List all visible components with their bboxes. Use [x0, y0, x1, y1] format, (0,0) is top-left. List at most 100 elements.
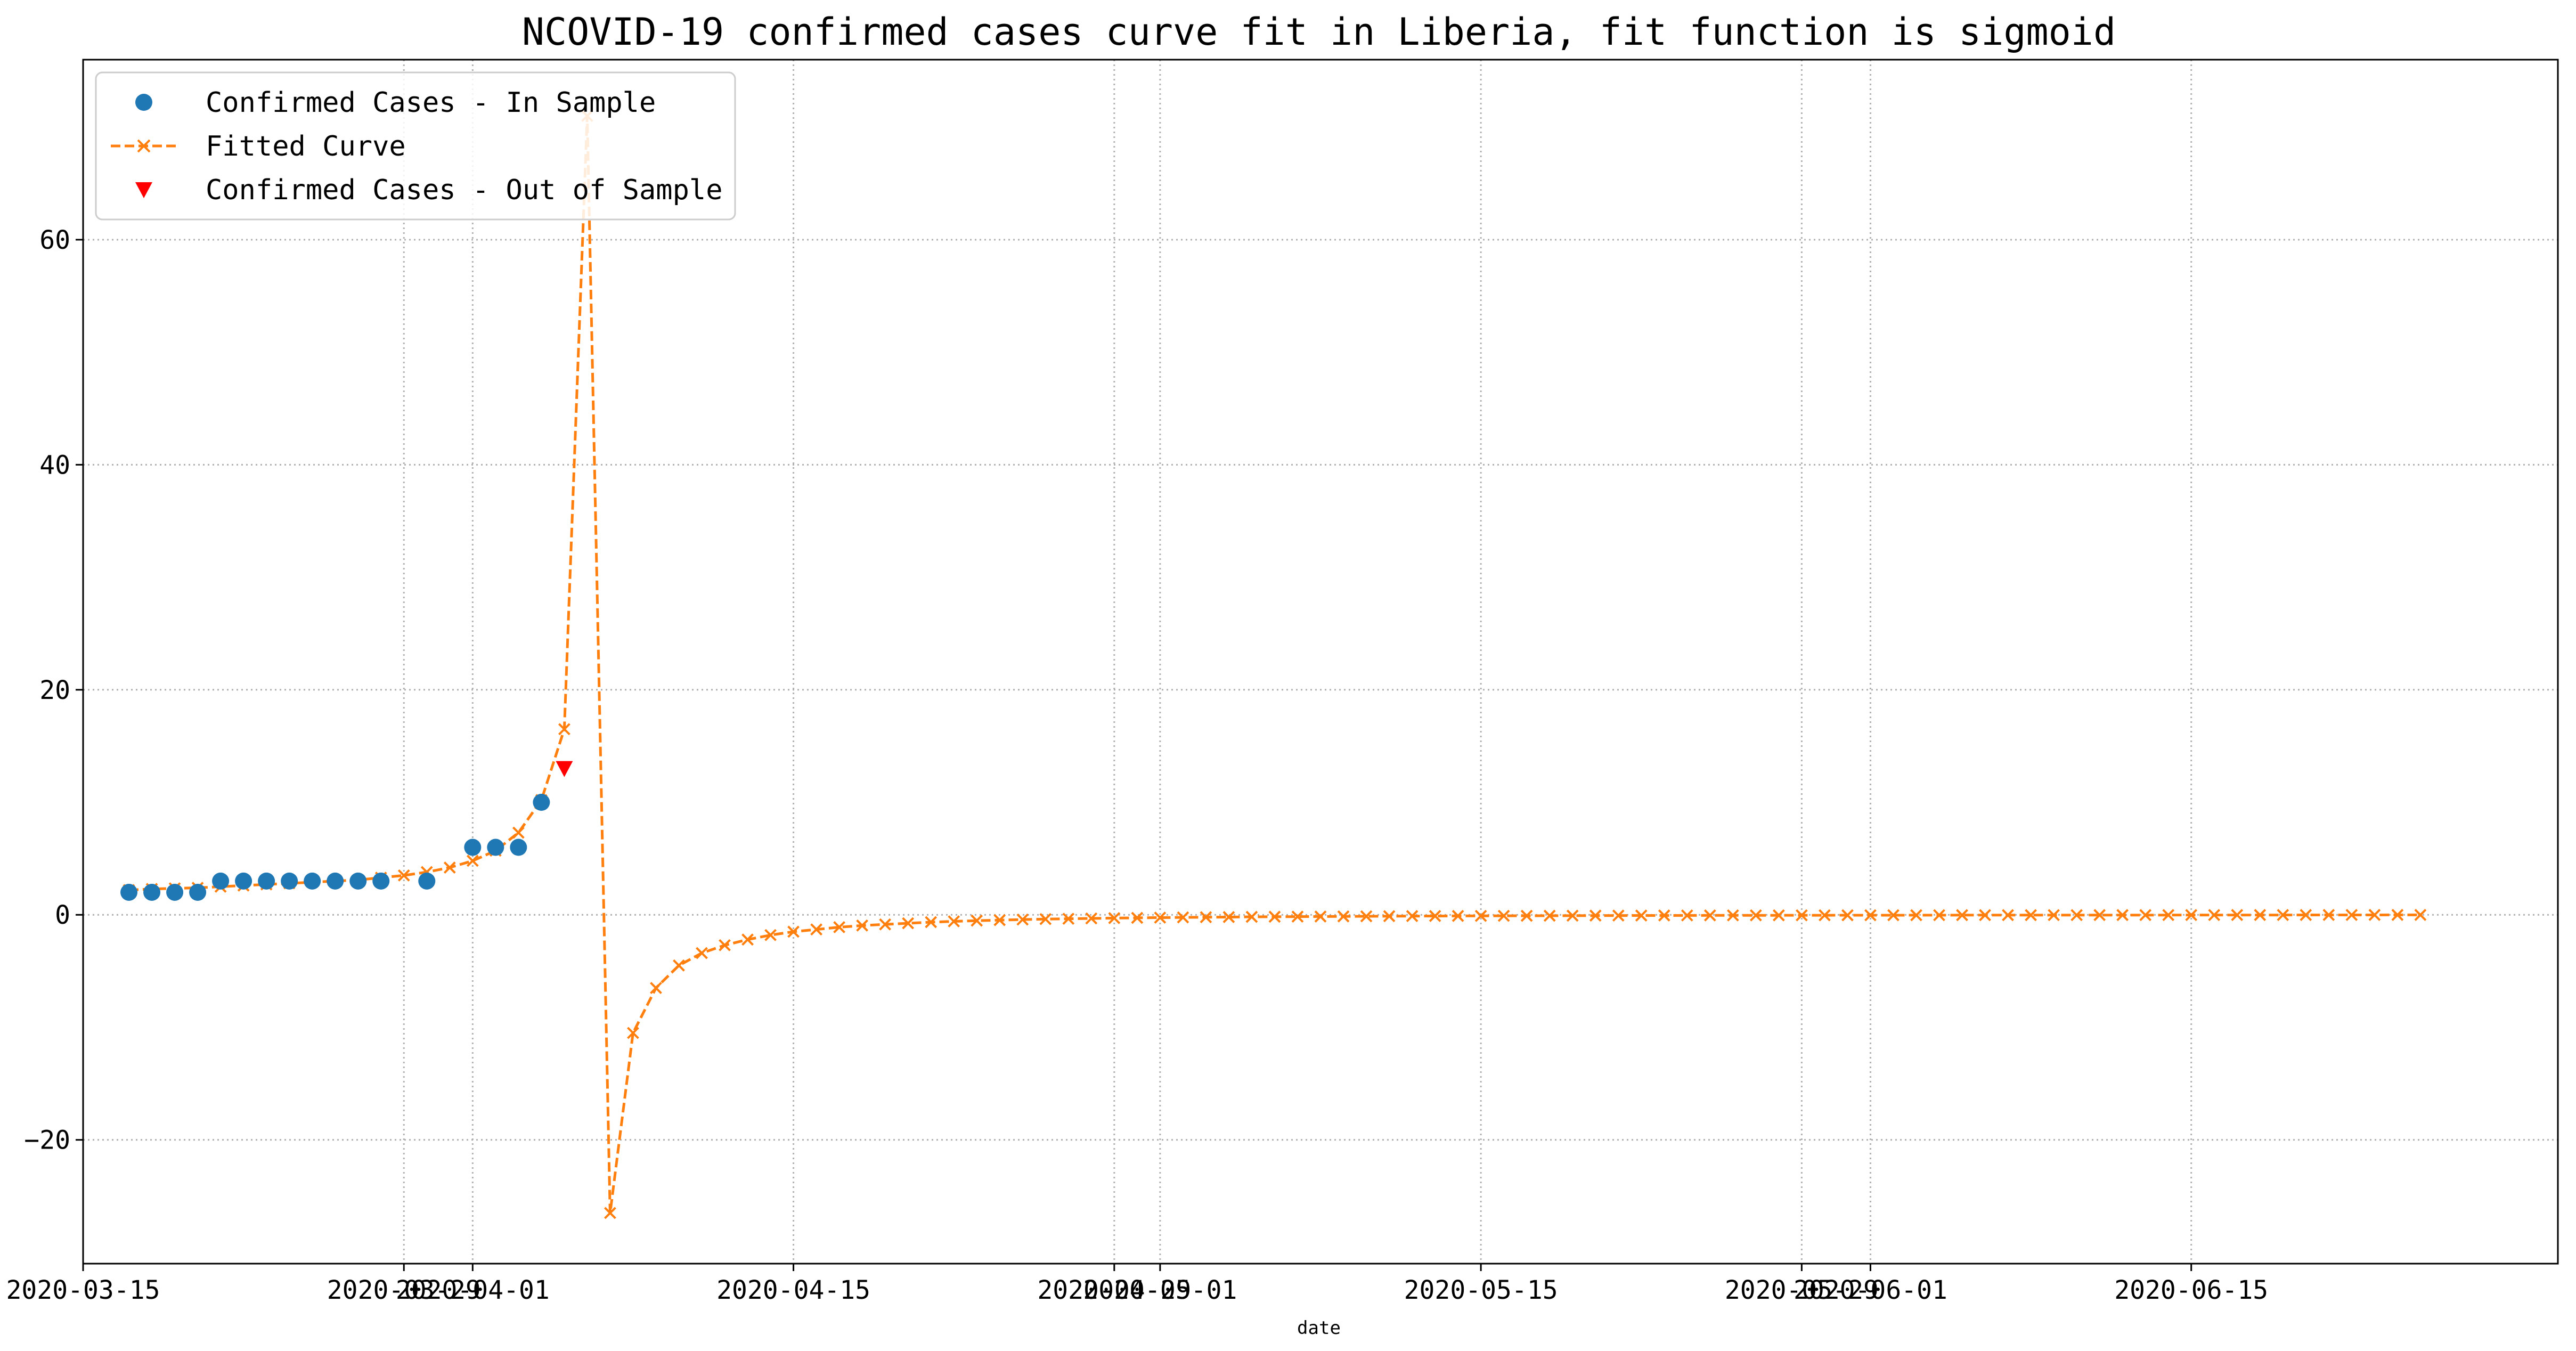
x-tick-label: 2020-05-15 — [1404, 1275, 1558, 1305]
fitted-curve-point — [1154, 911, 1167, 924]
y-tick-label: 0 — [55, 900, 70, 930]
fitted-curve-point — [1910, 909, 1922, 922]
fitted-curve-point — [902, 917, 915, 930]
fitted-curve-point — [2002, 909, 2014, 922]
fitted-curve-point — [604, 1207, 616, 1219]
fitted-curve-point — [1131, 911, 1144, 924]
fitted-curve-point — [1360, 910, 1373, 923]
fitted-curve-point — [1406, 910, 1419, 922]
fitted-curve-point — [1085, 912, 1098, 925]
y-tick-label: 40 — [39, 450, 70, 480]
legend: Confirmed Cases - In Sample Fitted Curve C… — [95, 71, 736, 221]
fitted-curve-point — [2322, 909, 2335, 921]
legend-out-of-sample-label: Confirmed Cases - Out of Sample — [206, 174, 723, 206]
fitted-curve-point — [1933, 909, 1945, 922]
fitted-curve-point — [1589, 909, 1602, 922]
in-sample-point — [235, 872, 252, 890]
in-sample-point — [418, 872, 436, 890]
fitted-curve-point — [2048, 909, 2060, 922]
axes-frame — [82, 59, 2559, 1265]
fitted-curve-point — [2414, 909, 2427, 921]
x-tick-label: 2020-03-29 — [327, 1275, 481, 1305]
fitted-curve-point — [1039, 913, 1052, 925]
fitted-curve-point — [1222, 911, 1235, 923]
fitted-curve-point — [2070, 909, 2083, 922]
chart-title: NCOVID-19 confirmed cases curve fit in L… — [522, 10, 2116, 54]
fitted-curve-point — [1016, 913, 1029, 926]
fitted-curve-point — [1749, 909, 1762, 922]
fitted-curve-point — [993, 914, 1006, 926]
series — [120, 110, 2427, 1219]
in-sample-series — [120, 794, 550, 901]
x-tick-label: 2020-04-29 — [1037, 1275, 1191, 1305]
x-tick-label: 2020-04-15 — [716, 1275, 870, 1305]
out-of-sample-point — [556, 761, 573, 777]
fitted-curve-point — [2368, 909, 2381, 921]
in-sample-point — [349, 872, 367, 890]
x-tick-label: 2020-04-01 — [396, 1275, 550, 1305]
fitted-curve-point — [1497, 909, 1510, 922]
fitted-curve-point — [1108, 911, 1121, 924]
out-of-sample-series — [556, 761, 573, 777]
in-sample-point — [533, 794, 550, 811]
fitted-curve-point — [1818, 909, 1831, 922]
fitted-curve-point — [787, 925, 800, 938]
fitted-curve-point — [627, 1027, 639, 1039]
fitted-curve-point — [1681, 909, 1693, 922]
fitted-curve-point — [2231, 909, 2244, 922]
fitted-curve-point — [1429, 910, 1441, 922]
fitted-curve-point — [1956, 909, 1968, 922]
fitted-curve-point — [397, 869, 410, 882]
fitted-curve-point — [1337, 910, 1350, 923]
in-sample-point — [464, 839, 482, 856]
fitted-curve-point — [1658, 909, 1670, 922]
fitted-curve-point — [2391, 909, 2404, 921]
in-sample-point — [372, 872, 390, 890]
fitted-curve-point — [2139, 909, 2152, 922]
fitted-curve-point — [1200, 911, 1212, 924]
fitted-curve-point — [1452, 909, 1464, 922]
fitted-curve-point — [512, 826, 525, 839]
fitted-curve-point — [558, 723, 570, 736]
y-tick-label: 60 — [39, 225, 70, 255]
fitted-curve-point — [764, 929, 777, 941]
fitted-curve-point — [1291, 910, 1304, 923]
in-sample-point — [510, 839, 527, 856]
in-sample-point — [258, 872, 275, 890]
fitted-curve-point — [650, 982, 662, 994]
fitted-curve-point — [2254, 909, 2267, 921]
y-tick-label: 20 — [39, 676, 70, 705]
fitted-curve-point — [2300, 909, 2312, 921]
x-tick-label: 2020-06-01 — [1794, 1275, 1947, 1305]
x-tick-label: 2020-05-29 — [1725, 1275, 1879, 1305]
fitted-curve-point — [1887, 909, 1900, 922]
in-sample-point — [189, 883, 207, 901]
fitted-curve-point — [948, 915, 960, 927]
fitted-curve-point — [1520, 909, 1533, 922]
fitted-curve-point — [925, 916, 938, 929]
fitted-curve-point — [1383, 910, 1396, 923]
fitted-curve-point — [719, 939, 731, 951]
x-axis-label: date — [1297, 1317, 1341, 1339]
fitted-curve-point — [2025, 909, 2037, 922]
legend-fitted-marker — [137, 139, 151, 153]
x-tick-label: 2020-03-15 — [6, 1275, 160, 1305]
x-tick-label: 2020-06-15 — [2114, 1275, 2268, 1305]
fitted-curve-point — [1979, 909, 1991, 922]
fitted-curve-point — [1474, 909, 1487, 922]
legend-fitted-label: Fitted Curve — [206, 131, 406, 162]
fitted-curve-point — [833, 921, 846, 933]
fitted-curve-point — [1795, 909, 1808, 922]
fitted-curve-point — [1268, 910, 1281, 923]
in-sample-point — [143, 883, 161, 901]
fitted-curve-point — [856, 919, 869, 932]
in-sample-point — [304, 872, 321, 890]
in-sample-point — [327, 872, 344, 890]
fitted-curve-point — [741, 933, 754, 946]
x-tick-label: 2020-05-01 — [1083, 1275, 1237, 1305]
fitted-curve-point — [1612, 909, 1625, 922]
fitted-curve-point — [673, 959, 685, 972]
fitted-curve-point — [2162, 909, 2175, 922]
